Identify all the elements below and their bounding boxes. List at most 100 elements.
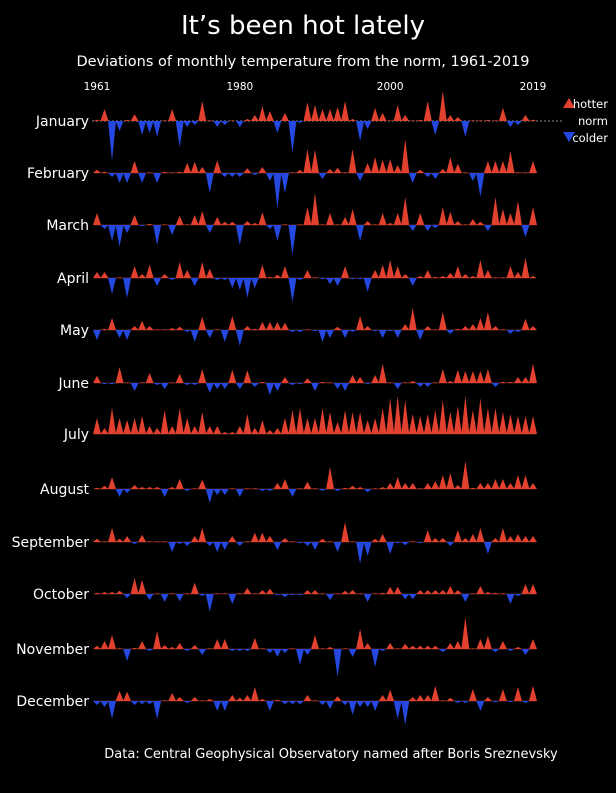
colder-mark-2013: [483, 542, 492, 554]
hotter-mark-1977: [213, 329, 222, 330]
hotter-mark-2000: [386, 120, 395, 121]
hotter-mark-2011: [468, 410, 477, 434]
month-row-july: July: [63, 396, 537, 443]
hotter-mark-1985: [273, 322, 282, 330]
colder-mark-1989: [303, 542, 312, 546]
hotter-mark-2013: [483, 408, 492, 434]
hotter-mark-2009: [453, 485, 462, 489]
colder-mark-1988: [295, 278, 304, 280]
hotter-mark-1989: [303, 378, 312, 383]
hotter-mark-1998: [371, 418, 380, 434]
hotter-mark-1982: [250, 488, 259, 489]
x-tick-label: 1961: [84, 81, 111, 93]
month-label: March: [46, 218, 89, 234]
colder-mark-2013: [483, 225, 492, 231]
hotter-mark-1990: [311, 105, 319, 121]
hotter-mark-2014: [491, 120, 500, 121]
colder-mark-1972: [175, 121, 184, 147]
hotter-mark-1977: [213, 160, 222, 173]
hotter-mark-2000: [386, 689, 395, 701]
hotter-mark-2007: [438, 700, 447, 701]
hotter-mark-2017: [513, 272, 522, 278]
hotter-mark-2019: [529, 276, 537, 278]
hotter-mark-1984: [265, 588, 274, 594]
hotter-mark-2007: [438, 91, 447, 121]
colder-mark-1996: [356, 278, 365, 280]
colder-mark-1977: [213, 121, 222, 127]
colder-mark-1968: [145, 594, 154, 600]
hotter-mark-1992: [326, 213, 335, 225]
hotter-mark-2005: [423, 483, 432, 489]
colder-mark-1999: [378, 330, 387, 338]
colder-mark-2001: [393, 701, 402, 719]
colder-mark-1969: [153, 701, 162, 719]
hotter-mark-1985: [273, 699, 282, 701]
hotter-mark-2011: [468, 324, 477, 330]
hotter-mark-1964: [115, 538, 124, 542]
hotter-mark-1969: [153, 329, 162, 330]
colder-mark-1980: [235, 383, 244, 389]
hotter-mark-2003: [408, 541, 417, 542]
colder-mark-1979: [228, 649, 237, 651]
colder-mark-1977: [213, 278, 222, 280]
month-label: November: [16, 642, 89, 658]
hotter-mark-2013: [483, 592, 492, 594]
hotter-mark-2004: [416, 590, 425, 594]
hotter-mark-1998: [371, 107, 380, 121]
month-label: May: [60, 323, 89, 339]
hotter-mark-1965: [123, 119, 132, 121]
hotter-mark-2005: [423, 645, 432, 649]
hotter-mark-2001: [393, 477, 402, 489]
hotter-mark-1986: [280, 418, 289, 434]
colder-mark-1965: [123, 649, 132, 661]
hotter-mark-1961: [93, 592, 101, 594]
colder-mark-1997: [363, 542, 372, 556]
colder-mark-2002: [401, 701, 410, 725]
chart-title: It’s been hot lately: [181, 11, 425, 41]
colder-mark-1964: [115, 225, 124, 247]
hotter-mark-2003: [408, 308, 417, 330]
colder-mark-2001: [393, 542, 402, 544]
hotter-mark-2000: [386, 382, 395, 383]
hotter-mark-1972: [175, 171, 184, 173]
hotter-mark-1983: [258, 648, 267, 649]
hotter-mark-2009: [453, 641, 462, 649]
hotter-mark-2013: [483, 270, 492, 278]
hotter-mark-1980: [235, 593, 244, 594]
hotter-mark-1989: [303, 329, 312, 330]
colder-mark-1986: [280, 594, 289, 598]
hotter-mark-1981: [243, 119, 252, 121]
colder-mark-2006: [431, 173, 440, 179]
hotter-mark-2019: [529, 363, 537, 383]
hotter-mark-1963: [108, 318, 117, 330]
colder-mark-1995: [348, 701, 357, 715]
x-axis-ticks: 1961 1980 2000 2019: [84, 81, 547, 93]
colder-mark-1988: [295, 121, 304, 123]
hotter-mark-2010: [461, 396, 470, 434]
colder-mark-1979: [228, 173, 237, 177]
colder-mark-2010: [461, 701, 470, 703]
hotter-mark-2017: [513, 172, 522, 173]
hotter-mark-1995: [348, 209, 357, 225]
hotter-mark-1985: [273, 274, 282, 278]
hotter-mark-2015: [498, 277, 507, 278]
colder-mark-1992: [326, 701, 335, 709]
hotter-mark-2004: [416, 169, 425, 173]
colder-mark-1965: [123, 594, 132, 598]
hotter-mark-1972: [175, 479, 184, 489]
x-tick-label: 2019: [520, 81, 547, 93]
hotter-mark-2017: [513, 416, 522, 434]
hotter-mark-1962: [100, 485, 109, 489]
hotter-mark-2001: [393, 396, 402, 434]
colder-mark-2004: [416, 383, 425, 387]
colder-mark-1986: [280, 649, 289, 653]
hotter-mark-1962: [100, 109, 109, 121]
hotter-mark-1968: [145, 264, 154, 278]
month-row-october: October: [33, 578, 537, 612]
hotter-mark-1974: [190, 536, 199, 542]
hotter-mark-1992: [326, 647, 335, 649]
month-label: August: [40, 482, 90, 498]
colder-mark-1967: [138, 173, 147, 183]
hotter-mark-1994: [341, 266, 350, 278]
hotter-mark-1971: [168, 693, 177, 701]
